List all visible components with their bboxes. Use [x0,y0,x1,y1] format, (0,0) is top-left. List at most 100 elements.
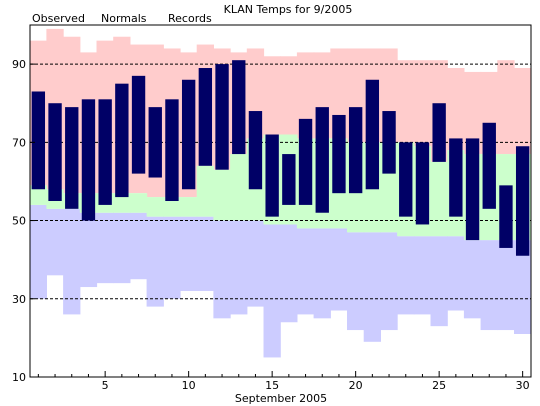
observed-bar [365,79,380,190]
observed-bar [131,75,146,174]
normals-band [196,165,214,217]
record-high-band [263,56,281,135]
record-high-band [413,60,432,147]
observed-series [31,60,530,256]
record-low-band [29,204,47,299]
record-low-band [113,212,131,284]
record-high-band [280,56,298,135]
record-low-band [63,208,81,315]
x-tick-label: 5 [102,379,109,392]
record-low-band [96,212,114,284]
observed-bar [482,122,496,209]
observed-bar [449,138,463,217]
x-axis-label: September 2005 [235,392,327,405]
observed-bar [265,134,279,217]
observed-bar [432,103,446,162]
record-high-band [397,60,415,143]
observed-bar [382,111,396,174]
normals-band [146,197,164,217]
x-axis: 5 10 15 20 25 30 [37,371,530,392]
normals-band [430,161,448,237]
observed-bar [248,111,263,190]
record-low-band [480,240,498,331]
x-tick-label: 15 [265,379,279,392]
observed-bar [65,107,79,209]
record-low-band [347,232,365,331]
record-high-band [497,60,515,155]
observed-bar [115,83,129,198]
observed-bar [515,146,530,256]
observed-bar [315,107,329,213]
observed-bar [81,99,96,221]
record-high-band [296,52,315,139]
record-low-band [380,232,398,331]
observed-bar [415,142,430,225]
y-tick-label: 90 [12,58,26,71]
observed-bar [215,64,229,170]
record-high-band [514,68,532,155]
record-low-band [280,224,298,323]
normals-band [180,197,198,217]
chart-title: KLAN Temps for 9/2005 [224,3,353,16]
record-low-band [146,216,164,307]
record-high-band [463,71,482,155]
plot-frame [29,24,532,378]
observed-bar [98,99,112,205]
observed-bar [181,79,196,190]
record-low-band [463,240,482,319]
record-low-band [196,216,214,291]
x-tick-label: 20 [349,379,363,392]
observed-bar [48,103,62,201]
record-low-band [46,208,64,276]
record-low-band [430,236,448,327]
observed-bar [298,118,313,205]
observed-bar [165,99,179,201]
record-low-band [330,228,348,311]
record-low-band [397,236,415,315]
record-low-band [230,220,248,315]
record-low-band [363,232,381,342]
observed-bar [399,142,413,217]
y-tick-label: 30 [12,293,26,306]
record-low-band [313,228,331,319]
record-low-band [514,240,532,334]
x-tick-label: 25 [432,379,446,392]
observed-bar [148,107,162,178]
record-low-band [163,216,181,299]
y-tick-label: 50 [12,215,26,228]
record-high-band [447,68,465,151]
normals-band [129,193,148,213]
record-low-band [447,236,465,311]
y-tick-label: 70 [12,136,26,149]
legend-observed: Observed [32,12,85,25]
normals-band [163,197,181,217]
normals-band [113,193,131,213]
record-low-band [263,224,281,358]
normals-band [213,169,231,221]
record-low-band [213,220,231,319]
record-low-band [129,212,148,280]
observed-bar [31,91,46,190]
x-tick-label: 10 [182,379,196,392]
observed-bar [198,68,213,166]
normals-band [29,185,47,205]
y-tick-label: 10 [12,371,26,384]
observed-bar [332,114,346,194]
normals-band [230,154,248,221]
gridlines [30,63,531,300]
record-low-band [497,240,515,331]
observed-bar [282,154,296,205]
record-low-band [413,236,432,315]
legend-records: Records [168,12,212,25]
y-axis: 10 30 50 70 90 [12,58,35,384]
x-tick-label: 30 [516,379,530,392]
record-low-band [180,216,198,291]
observed-bar [465,138,480,241]
observed-bar [348,107,363,194]
observed-bar [232,60,246,155]
observed-bar [499,185,513,248]
record-low-band [296,228,315,315]
record-low-band [79,212,98,288]
legend-normals: Normals [101,12,147,25]
